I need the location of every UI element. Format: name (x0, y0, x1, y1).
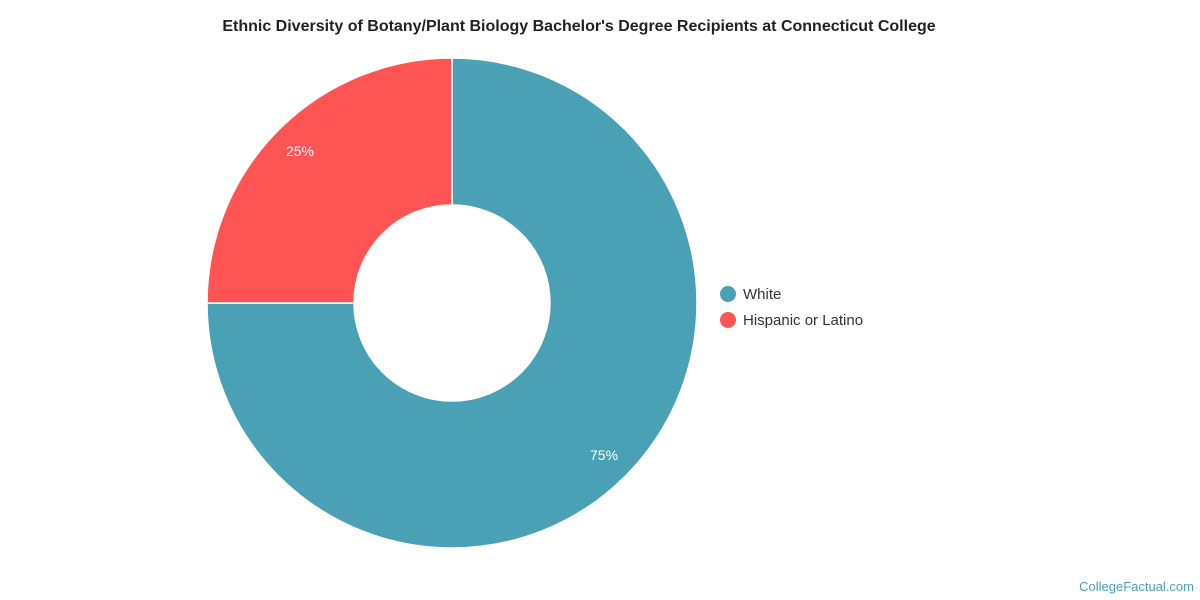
data-label: 25% (286, 143, 314, 159)
legend-label: White (743, 285, 782, 303)
legend-label: Hispanic or Latino (743, 311, 864, 329)
slice-white[interactable] (206, 57, 698, 549)
chart-title: Ethnic Diversity of Botany/Plant Biology… (222, 18, 936, 35)
slice-hispanic-or-latino[interactable] (206, 57, 453, 304)
data-label: 75% (590, 447, 618, 463)
legend-marker-white (720, 286, 736, 302)
legend-item-hispanic-or-latino[interactable]: Hispanic or Latino (720, 307, 863, 333)
legend-item-white[interactable]: White (720, 281, 863, 307)
legend: White Hispanic or Latino (720, 281, 863, 333)
legend-marker-hispanic-or-latino (720, 312, 736, 328)
credit-link[interactable]: CollegeFactual.com (1079, 579, 1194, 594)
